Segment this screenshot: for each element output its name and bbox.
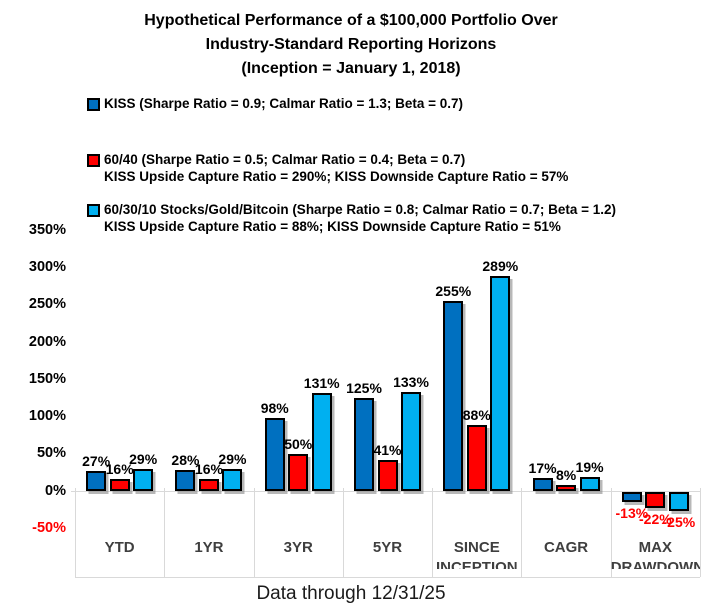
bar — [377, 460, 398, 491]
y-axis-tick-label: 350% — [28, 221, 66, 238]
chart-legend: KISS (Sharpe Ratio = 0.9; Calmar Ratio =… — [87, 95, 616, 235]
bar-value-label: 125% — [346, 379, 382, 396]
bar — [264, 417, 285, 491]
category-label: SINCE INCEPTION — [435, 539, 518, 569]
bar — [401, 391, 421, 491]
axis-bottom-line — [75, 577, 700, 578]
axis-category-separator — [610, 488, 612, 577]
bar — [466, 425, 487, 491]
bar-value-label: 29% — [218, 451, 247, 468]
y-axis-tick-label: 200% — [28, 333, 66, 350]
bar — [311, 393, 332, 491]
category-label: 1YR — [194, 539, 224, 556]
y-axis-tick-label: 250% — [28, 296, 66, 313]
y-axis-tick-label: 300% — [28, 259, 66, 275]
y-axis-tick-label: 100% — [28, 408, 66, 424]
chart-title-line1: Hypothetical Performance of a $100,000 P… — [144, 12, 558, 29]
axis-category-separator — [521, 488, 523, 577]
chart-title: Hypothetical Performance of a $100,000 P… — [0, 9, 702, 81]
bar — [109, 479, 130, 491]
category-label: 5YR — [372, 539, 403, 556]
axis-category-separator — [253, 488, 255, 577]
bar — [621, 492, 642, 502]
bar — [222, 469, 243, 491]
bar — [288, 453, 309, 491]
bar-value-label: 16% — [105, 461, 134, 478]
y-axis-tick-label: -50% — [32, 519, 66, 536]
footer-caption: Data through 12/31/25 — [256, 583, 446, 604]
bar-value-label: 16% — [194, 461, 223, 478]
bar — [443, 301, 464, 491]
category-label: YTD — [104, 539, 135, 556]
bar-value-label: 131% — [303, 375, 340, 392]
bar-value-label: 50% — [284, 435, 313, 452]
legend-swatch-icon — [87, 98, 100, 111]
legend-item: 60/30/10 Stocks/Gold/Bitcoin (Sharpe Rat… — [87, 201, 616, 235]
bar-value-label: -22% — [639, 511, 672, 528]
y-axis-tick-label: 0% — [45, 482, 66, 499]
legend-text: 60/30/10 Stocks/Gold/Bitcoin (Sharpe Rat… — [104, 201, 616, 235]
legend-item: KISS (Sharpe Ratio = 0.9; Calmar Ratio =… — [87, 95, 616, 112]
bar — [133, 469, 154, 491]
legend-sublabel: KISS Upside Capture Ratio = 290%; KISS D… — [104, 169, 569, 184]
bar-value-label: 88% — [462, 407, 491, 424]
legend-text: KISS (Sharpe Ratio = 0.9; Calmar Ratio =… — [104, 95, 463, 112]
legend-sublabel: KISS Upside Capture Ratio = 88%; KISS Do… — [104, 219, 561, 234]
bar — [198, 479, 219, 491]
bar — [556, 485, 577, 491]
bar — [532, 478, 553, 491]
chart-title-line3: (Inception = January 1, 2018) — [241, 60, 461, 77]
bar — [354, 397, 374, 491]
bar-value-label: 98% — [260, 399, 289, 416]
bar-value-label: 29% — [129, 451, 158, 468]
bar-value-label: -13% — [615, 504, 649, 521]
category-label: 3YR — [283, 539, 313, 556]
axis-category-separator — [75, 488, 76, 577]
category-label: CAGR — [543, 539, 589, 556]
bar — [86, 470, 107, 491]
legend-item: 60/40 (Sharpe Ratio = 0.5; Calmar Ratio … — [87, 151, 616, 185]
bar — [490, 275, 511, 491]
bar-value-label: 8% — [555, 467, 577, 484]
bar — [175, 470, 196, 491]
axis-baseline — [71, 491, 700, 492]
bar-value-label: 28% — [171, 452, 200, 469]
bar — [668, 492, 689, 511]
bar-value-label: 41% — [373, 442, 402, 459]
legend-label: 60/40 (Sharpe Ratio = 0.5; Calmar Ratio … — [104, 152, 466, 167]
legend-swatch-icon — [87, 154, 100, 167]
chart-title-line2: Industry-Standard Reporting Horizons — [205, 36, 497, 53]
axis-category-separator — [342, 488, 344, 577]
bar-value-label: 17% — [528, 460, 557, 477]
legend-text: 60/40 (Sharpe Ratio = 0.5; Calmar Ratio … — [104, 151, 568, 185]
bar — [579, 476, 600, 491]
bar-value-label: -25% — [662, 513, 696, 530]
bar-value-label: 289% — [482, 257, 519, 274]
axis-category-separator — [700, 488, 701, 577]
bar-value-label: 19% — [575, 458, 604, 475]
y-axis-tick-label: 50% — [36, 445, 66, 462]
bar — [645, 492, 666, 509]
legend-label: 60/30/10 Stocks/Gold/Bitcoin (Sharpe Rat… — [104, 202, 617, 217]
bar-value-label: 27% — [82, 452, 111, 469]
legend-swatch-icon — [87, 204, 100, 217]
bar-value-label: 133% — [393, 373, 429, 390]
legend-label: KISS (Sharpe Ratio = 0.9; Calmar Ratio =… — [104, 96, 464, 111]
axis-category-separator — [432, 488, 434, 577]
bar-value-label: 255% — [435, 283, 472, 300]
category-label: MAX DRAWDOWN — [610, 539, 700, 569]
y-axis-tick-label: 150% — [28, 370, 66, 387]
axis-category-separator — [164, 488, 166, 577]
